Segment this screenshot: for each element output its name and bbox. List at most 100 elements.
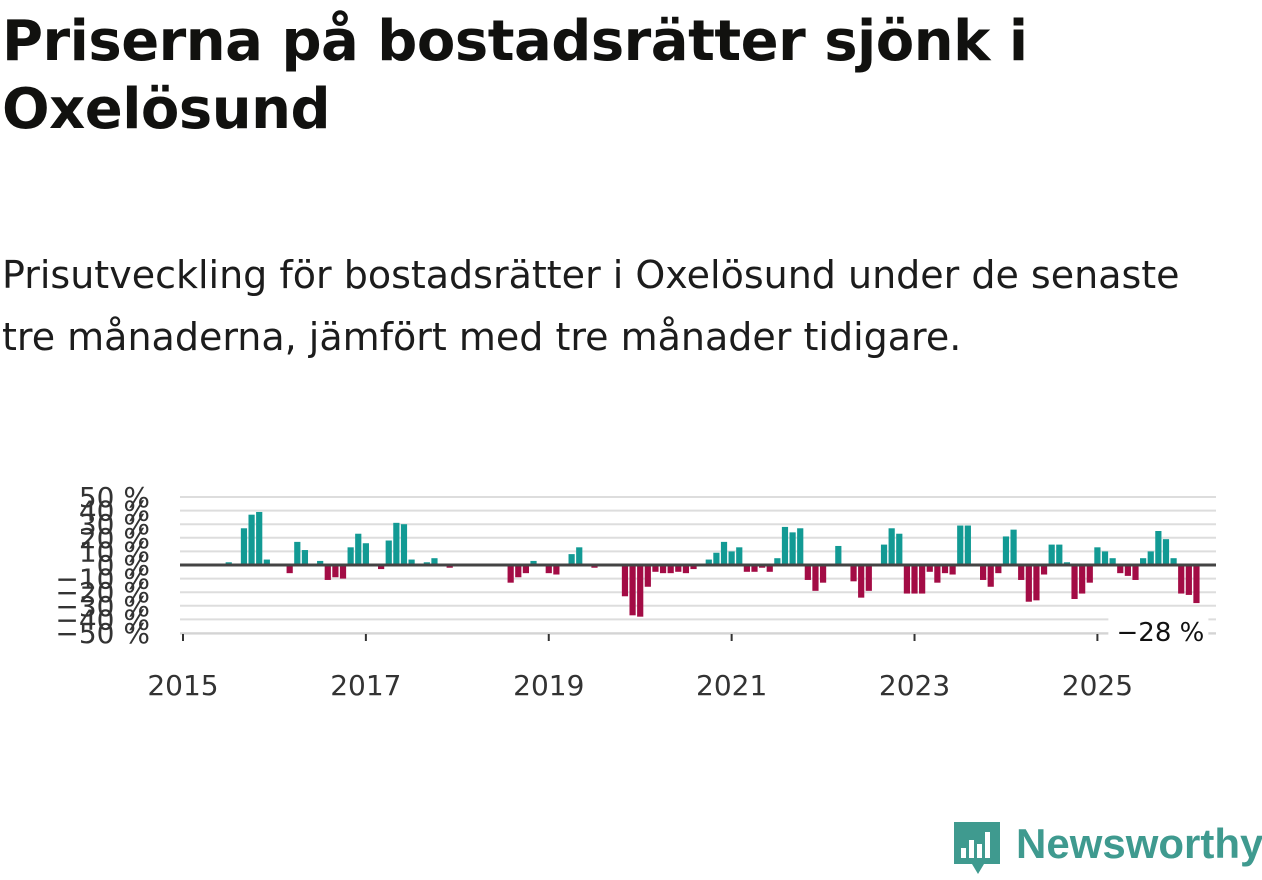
bar [324, 565, 331, 580]
bar [835, 545, 842, 565]
bar [248, 514, 255, 565]
bar [652, 565, 659, 572]
bar [1147, 551, 1154, 565]
bar [1010, 529, 1017, 565]
bar [629, 565, 636, 616]
bar [347, 547, 354, 565]
y-tick-label: 10 % [79, 535, 150, 568]
bar [1140, 558, 1147, 565]
x-tick-label: 2021 [696, 669, 767, 700]
bar [713, 552, 720, 565]
bar [934, 565, 941, 583]
bar [637, 565, 644, 617]
bar [507, 565, 514, 583]
bar [240, 528, 248, 565]
bar [911, 565, 918, 594]
bar [919, 565, 926, 594]
bar [987, 565, 994, 587]
bar [903, 565, 910, 594]
bar [659, 565, 667, 574]
bar [812, 565, 819, 591]
bar [301, 550, 309, 565]
bar [774, 558, 781, 565]
bar [1170, 558, 1177, 565]
annotation-background [1108, 615, 1209, 649]
bar [705, 559, 712, 565]
bar [751, 565, 758, 572]
bar [317, 560, 324, 565]
y-tick-label: 40 % [79, 495, 150, 528]
x-tick-label: 2023 [879, 669, 950, 700]
bar [263, 559, 270, 565]
chart-subtitle: Prisutveckling för bostadsrätter i Oxelö… [2, 253, 1180, 359]
bar [850, 565, 857, 582]
last-value-annotation: −28 % [1117, 618, 1205, 648]
y-tick-label: −50 % [55, 617, 150, 650]
bar [896, 533, 903, 565]
y-tick-label: −20 % [55, 576, 150, 609]
bar [880, 544, 888, 565]
bar [1018, 565, 1025, 580]
bar [355, 533, 362, 565]
bar [1117, 565, 1124, 574]
bar [294, 541, 301, 565]
bar [378, 565, 385, 570]
bar [1162, 539, 1170, 565]
bar [789, 532, 796, 565]
bar [667, 565, 674, 574]
bar [926, 565, 933, 572]
y-tick-label: 50 % [79, 481, 150, 514]
bar [1101, 551, 1109, 565]
bar [286, 565, 293, 574]
bar [1124, 565, 1131, 576]
bar [1193, 565, 1200, 604]
bar [1079, 565, 1086, 594]
bar [339, 565, 347, 579]
bar [736, 547, 743, 565]
bar [1132, 565, 1139, 580]
bar [1109, 558, 1116, 565]
bar [576, 547, 583, 565]
bar [1094, 547, 1101, 565]
bar [888, 528, 895, 565]
bar [720, 541, 728, 565]
bar [393, 522, 400, 565]
bar-chart: 50 %40 %30 %20 %10 %0 %−10 %−20 %−30 %−4… [55, 481, 1216, 700]
bar [553, 565, 560, 575]
bar [682, 565, 690, 574]
bar [1086, 565, 1093, 583]
bar [362, 543, 369, 565]
brand-name: Newsworthy [1016, 820, 1262, 867]
bar [568, 554, 575, 565]
x-tick-label: 2017 [330, 669, 401, 700]
bar [385, 540, 392, 565]
bar [256, 511, 263, 565]
bar [644, 565, 651, 587]
bar [743, 565, 750, 572]
bar [980, 565, 987, 580]
bar [781, 526, 789, 565]
bar [1002, 536, 1010, 565]
x-tick-label: 2025 [1062, 669, 1133, 700]
bar [804, 565, 811, 580]
bar [1040, 565, 1048, 575]
bar [545, 565, 552, 574]
bar [949, 565, 956, 575]
bar [941, 565, 949, 574]
bar [995, 565, 1002, 574]
y-tick-label: −30 % [55, 590, 150, 623]
bar [515, 565, 522, 578]
y-tick-label: 30 % [79, 508, 150, 541]
bar [858, 565, 865, 598]
y-tick-label: 20 % [79, 522, 150, 555]
bar [621, 565, 629, 597]
bar [819, 565, 827, 583]
bar [957, 525, 964, 565]
y-tick-label: −40 % [55, 603, 150, 636]
bar [431, 558, 438, 565]
newsworthy-logo-icon [954, 822, 1000, 874]
bar [1185, 565, 1192, 595]
bar [728, 551, 735, 565]
bar [522, 565, 529, 574]
y-tick-label: 0 % [97, 549, 150, 582]
